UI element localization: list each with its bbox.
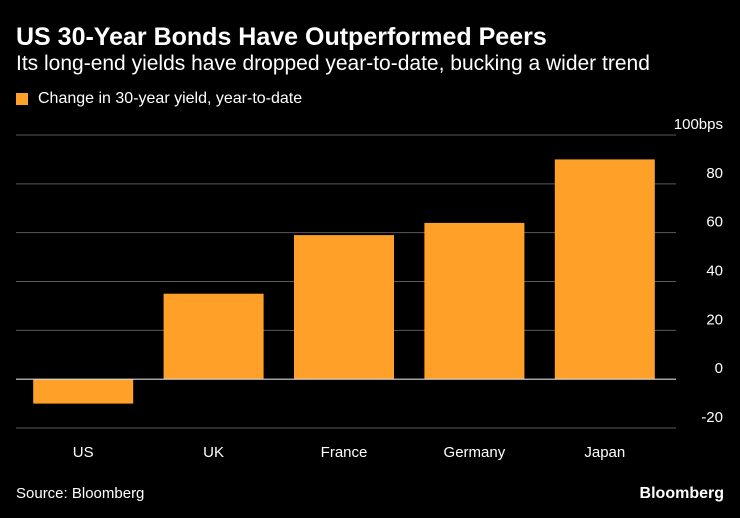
brand-logo: Bloomberg [639,485,724,502]
y-tick-label: -20 [701,409,723,426]
bar-germany [424,222,525,380]
x-tick-label: UK [203,444,224,461]
bar-layer [33,159,655,404]
y-tick-label: 100bps [674,116,723,133]
chart-subtitle: Its long-end yields have dropped year-to… [16,52,650,75]
chart-title: US 30-Year Bonds Have Outperformed Peers [16,23,547,51]
legend-label: Change in 30-year yield, year-to-date [38,90,303,107]
bar-uk [163,293,264,380]
bar-japan [554,159,655,380]
x-tick-label: US [73,444,94,461]
x-tick-label: France [321,444,368,461]
source-note: Source: Bloomberg [16,485,145,502]
x-axis-ticks: US UK France Germany Japan [73,444,625,461]
bar-us [33,379,134,404]
legend-swatch [16,93,28,105]
y-tick-label: 20 [706,311,723,328]
y-tick-label: 0 [715,360,723,377]
y-tick-label: 40 [706,263,723,280]
y-axis-ticks: -20 0 20 40 60 80 100bps [674,116,723,426]
x-tick-label: Japan [584,444,625,461]
y-tick-label: 60 [706,214,723,231]
legend: Change in 30-year yield, year-to-date [16,89,302,109]
y-tick-label: 80 [706,165,723,182]
x-tick-label: Germany [444,444,506,461]
bar-france [294,235,394,380]
